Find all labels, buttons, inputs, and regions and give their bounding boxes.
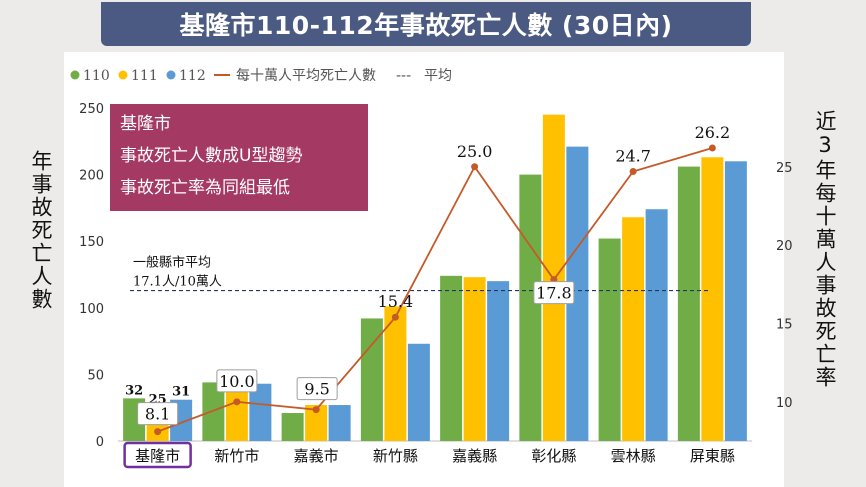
- rate-point: [312, 406, 320, 414]
- rate-label-box: [137, 402, 179, 426]
- right-axis-tick-label: 25: [776, 161, 793, 176]
- average-annotation-line2: 17.1人/10萬人: [133, 275, 222, 290]
- callout-line-1: 基隆市: [120, 114, 171, 134]
- category-label: 彰化縣: [531, 447, 576, 465]
- rate-label: 24.7: [615, 146, 651, 165]
- bar-110: [598, 238, 621, 441]
- callout-box: 基隆市 事故死亡人數成U型趨勢 事故死亡率為同組最低: [110, 104, 368, 211]
- right-axis-tick-label: 20: [776, 239, 793, 254]
- legend-marker-112: [166, 70, 176, 80]
- bar-111: [305, 405, 328, 441]
- legend-label: 111: [131, 68, 158, 84]
- category-label: 新竹縣: [373, 447, 418, 465]
- rate-label-box: [533, 281, 575, 305]
- rate-label: 17.8: [536, 284, 572, 303]
- rate-line: [157, 147, 713, 433]
- rate-label: 9.5: [304, 380, 329, 399]
- bar-value-label: 31: [172, 385, 190, 400]
- rate-point: [391, 313, 399, 321]
- rate-label-box: [216, 369, 258, 393]
- left-axis-tick-label: 100: [79, 302, 104, 317]
- legend-label: 112: [179, 68, 206, 84]
- bar-110: [360, 318, 383, 441]
- bar-112: [487, 281, 510, 441]
- bar-112: [249, 383, 272, 441]
- title-banner: 基隆市110-112年事故死亡人數 (30日內): [101, 2, 751, 46]
- bar-111: [384, 306, 407, 441]
- rate-point: [154, 428, 162, 436]
- legend-label: 110: [83, 68, 110, 84]
- category-label: 屏東縣: [690, 447, 735, 465]
- bar-110: [202, 382, 225, 441]
- highlight-category-frame: [123, 441, 192, 469]
- legend-marker-111: [118, 70, 128, 80]
- bar-112: [566, 146, 589, 442]
- bar-111: [701, 157, 724, 441]
- rate-label: 10.0: [219, 372, 255, 391]
- callout-line-2: 事故死亡人數成U型趨勢: [120, 146, 303, 166]
- category-label: 新竹市: [214, 447, 259, 465]
- left-axis-tick-label: 150: [79, 235, 104, 250]
- rate-label: 25.0: [457, 142, 493, 161]
- legend-label: 平均: [424, 68, 452, 84]
- category-label: 嘉義縣: [452, 447, 497, 465]
- bar-112: [407, 343, 430, 441]
- rate-label-box: [296, 377, 338, 401]
- chart-title: 基隆市110-112年事故死亡人數 (30日內): [179, 11, 673, 40]
- legend-marker-average: ---: [396, 68, 411, 84]
- bar-112: [328, 405, 351, 441]
- rate-point: [629, 167, 637, 175]
- rate-point: [471, 163, 479, 171]
- legend-label: 每十萬人平均死亡人數: [236, 68, 376, 84]
- bar-value-label: 32: [125, 383, 143, 398]
- left-axis-tick-label: 50: [87, 368, 104, 383]
- rate-label: 26.2: [695, 123, 731, 142]
- bar-110: [677, 166, 700, 441]
- left-axis-label: 年事故死亡人數: [29, 150, 53, 311]
- left-axis-tick-label: 0: [96, 435, 104, 450]
- rate-point: [708, 144, 716, 152]
- bar-110: [440, 275, 463, 441]
- bar-111: [622, 217, 645, 441]
- rate-point: [233, 398, 241, 406]
- bar-111: [463, 277, 486, 441]
- average-annotation-line1: 一般縣市平均: [133, 255, 211, 271]
- bar-110: [281, 413, 304, 441]
- right-axis-label: 近3年每十萬人事故死亡率: [813, 110, 837, 389]
- bar-110: [519, 174, 542, 441]
- callout-line-3: 事故死亡率為同組最低: [120, 178, 290, 198]
- category-label: 雲林縣: [611, 447, 656, 465]
- left-axis-tick-label: 250: [79, 102, 104, 117]
- bar-112: [724, 161, 747, 441]
- category-label: 嘉義市: [294, 447, 339, 465]
- legend-marker-110: [70, 70, 80, 80]
- right-axis-tick-label: 10: [776, 396, 793, 411]
- rate-label: 15.4: [378, 292, 414, 311]
- bar-112: [645, 209, 668, 441]
- left-axis-tick-label: 200: [79, 169, 104, 184]
- category-label: 基隆市: [135, 447, 180, 465]
- rate-label: 8.1: [145, 405, 170, 424]
- right-axis-tick-label: 15: [776, 317, 793, 332]
